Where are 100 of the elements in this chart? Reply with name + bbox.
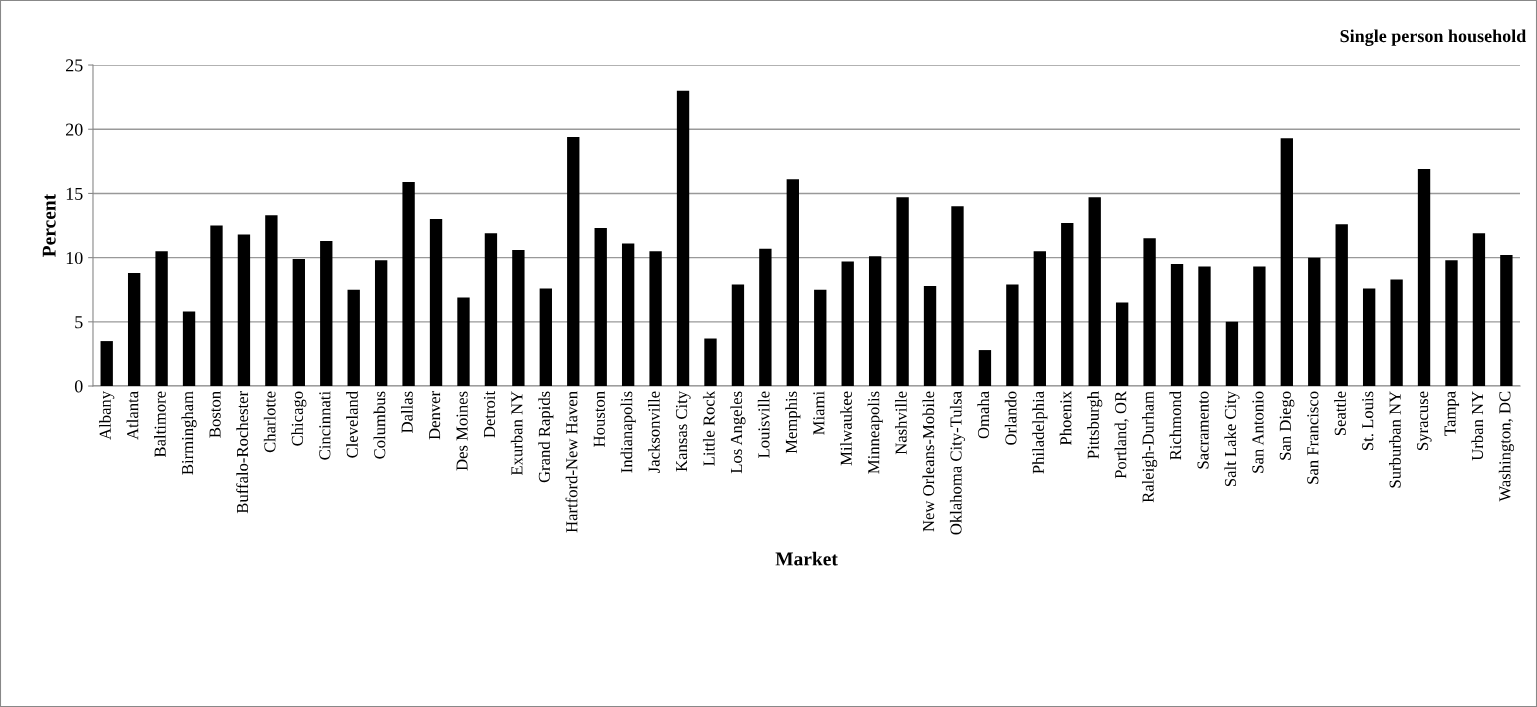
x-tick-label: Grand Rapids — [538, 391, 554, 483]
bar — [1033, 251, 1046, 387]
x-tick-label: Charlotte — [263, 391, 276, 453]
bar — [1308, 257, 1321, 387]
x-tick-label: Kansas City — [675, 390, 691, 472]
bar — [841, 261, 854, 387]
x-tick-label: San Antonio — [1252, 391, 1264, 473]
bar — [292, 258, 305, 387]
x-tick-label: Dallas — [401, 391, 413, 433]
bar — [429, 219, 443, 387]
bar — [402, 181, 415, 387]
bar — [1362, 288, 1376, 387]
bar — [649, 251, 662, 387]
bar — [759, 248, 772, 387]
x-tick-label: Albany — [99, 390, 115, 440]
x-tick-label: Detroit — [483, 390, 496, 438]
x-tick-label: Los Angeles — [730, 391, 746, 474]
bar — [182, 311, 196, 387]
bar — [1445, 260, 1458, 387]
x-tick-label: Columbus — [373, 391, 386, 459]
y-tick-label: 15 — [66, 187, 83, 200]
x-tick-label: Baltimore — [154, 391, 166, 458]
x-tick-label: Sacramento — [1197, 391, 1209, 469]
x-tick-label: Little Rock — [702, 390, 715, 466]
bar — [1061, 222, 1074, 387]
x-axis-title: Market — [775, 551, 838, 566]
x-tick-label: Richmond — [1169, 391, 1182, 460]
x-tick-label: Oklahoma City-Tulsa — [949, 391, 966, 535]
x-tick-label: Urban NY — [1471, 391, 1484, 461]
x-tick-label: Denver — [429, 391, 441, 440]
x-tick-label: Louisville — [757, 391, 770, 458]
x-tick-label: Pittsburgh — [1087, 391, 1103, 459]
y-tick-label: 25 — [66, 59, 83, 72]
x-tick-label: Washington, DC — [1498, 391, 1514, 502]
bar — [1143, 238, 1156, 387]
bar — [1088, 197, 1101, 387]
chart-title: Single person household — [1340, 29, 1527, 46]
bar — [1472, 233, 1486, 387]
x-tick-label: Jacksonville — [648, 391, 660, 473]
x-tick-label: Tampa — [1444, 391, 1460, 436]
bar — [1253, 266, 1266, 387]
x-tick-label: Memphis — [785, 391, 801, 454]
bar — [100, 341, 113, 387]
bar — [676, 90, 690, 387]
x-tick-label: Des Moines — [456, 391, 468, 471]
bar — [1390, 279, 1403, 387]
bar — [1198, 266, 1211, 387]
bar — [265, 215, 278, 387]
bar — [1006, 284, 1019, 387]
bar — [786, 179, 799, 387]
x-tick-label: Milwaukee — [840, 391, 852, 466]
x-tick-label: Syracuse — [1416, 391, 1432, 450]
y-tick-label: 5 — [75, 316, 83, 329]
x-tick-label: Salt Lake City — [1224, 390, 1240, 487]
x-tick-label: Omaha — [977, 391, 990, 439]
x-tick-label: Phoenix — [1059, 391, 1072, 446]
x-tick-label: Seattle — [1334, 391, 1346, 436]
bar — [484, 233, 498, 387]
y-axis-title: Percent — [42, 193, 56, 257]
x-tick-label: Buffalo-Rochester — [236, 391, 249, 514]
bar — [347, 289, 360, 387]
bar — [978, 350, 992, 387]
bar — [868, 256, 882, 387]
x-tick-label: Orlando — [1004, 391, 1017, 445]
bar — [594, 228, 607, 387]
x-tick-label: Surburban NY — [1389, 391, 1401, 488]
x-tick-label: Houston — [593, 391, 605, 447]
bar — [320, 240, 333, 387]
bar — [731, 284, 745, 387]
x-tick-label: Cleveland — [346, 391, 358, 458]
bar — [704, 338, 717, 387]
bar — [1225, 321, 1239, 387]
x-tick-label: Raleigh-Durham — [1142, 391, 1158, 503]
x-tick-label: Hartford-New Haven — [565, 391, 578, 533]
bar — [896, 197, 909, 387]
bar — [1335, 224, 1348, 387]
x-tick-label: Atlanta — [126, 391, 139, 440]
y-tick-label: 10 — [66, 251, 83, 265]
x-tick-label: Exurban NY — [510, 391, 523, 476]
x-tick-label: San Francisco — [1307, 391, 1319, 484]
x-tick-label: Chicago — [291, 391, 307, 446]
bar — [512, 249, 525, 387]
x-tick-label: Miami — [813, 391, 825, 435]
bar — [374, 260, 388, 387]
bar — [1170, 264, 1184, 387]
x-tick-label: Nashville — [895, 391, 907, 455]
x-tick-label: Portland, OR — [1114, 390, 1129, 479]
bar — [814, 289, 827, 387]
bar — [951, 206, 964, 387]
bar — [539, 288, 552, 387]
bar — [237, 234, 251, 387]
x-tick-label: Cincinnati — [319, 391, 331, 460]
x-tick-label: Minneapolis — [867, 391, 883, 474]
bar — [1500, 255, 1513, 387]
x-tick-label: Indianapolis — [620, 391, 636, 473]
bar — [457, 297, 470, 387]
bar — [210, 225, 223, 387]
x-tick-label: San Diego — [1279, 391, 1295, 460]
x-tick-label: New Orleans-Mobile — [922, 391, 935, 532]
bar — [567, 136, 580, 387]
